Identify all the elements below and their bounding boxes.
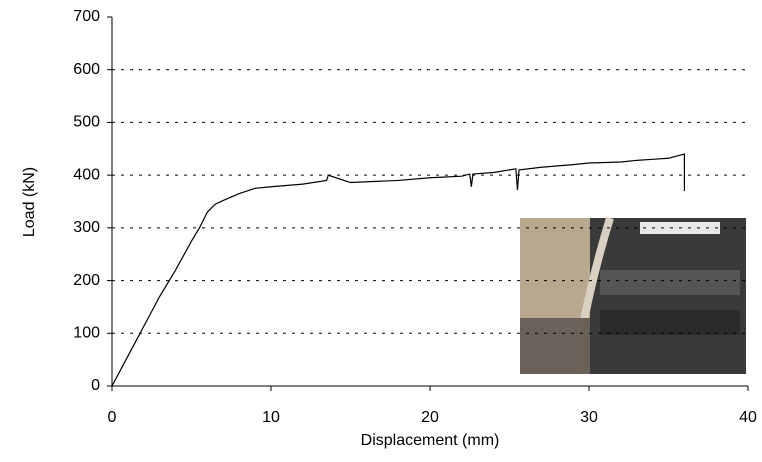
y-tick-label: 400 bbox=[73, 166, 100, 183]
x-tick-label: 20 bbox=[421, 409, 439, 426]
y-axis-label: Load (kN) bbox=[21, 167, 38, 237]
x-axis-label: Displacement (mm) bbox=[361, 432, 500, 449]
y-tick-label: 500 bbox=[73, 114, 100, 131]
x-tick-label: 40 bbox=[739, 409, 757, 426]
data-line bbox=[111, 153, 685, 387]
x-tick-label: 10 bbox=[262, 409, 280, 426]
y-tick-label: 700 bbox=[73, 8, 100, 25]
y-tick-label: 300 bbox=[73, 219, 100, 236]
y-tick-label: 100 bbox=[73, 325, 100, 342]
y-tick-label: 600 bbox=[73, 61, 100, 78]
y-tick-label: 0 bbox=[91, 377, 100, 394]
inset-photo bbox=[520, 216, 746, 375]
x-tick-label: 0 bbox=[108, 409, 117, 426]
y-tick-label: 200 bbox=[73, 272, 100, 289]
x-tick-label: 30 bbox=[580, 409, 598, 426]
